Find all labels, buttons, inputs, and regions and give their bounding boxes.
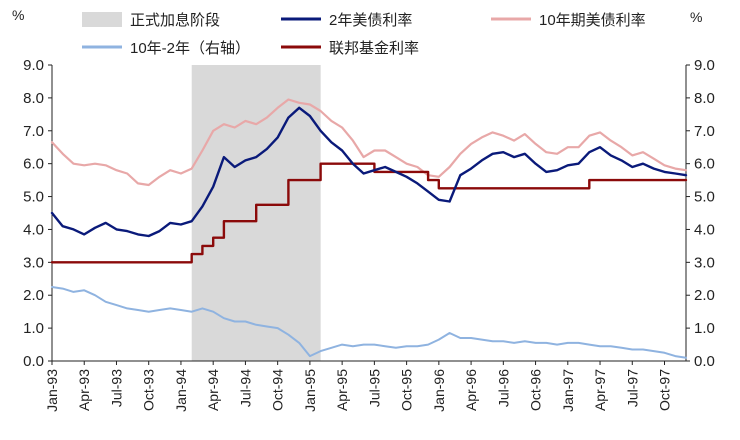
left-axis-unit: % bbox=[12, 7, 24, 23]
left-axis-tick-label: 9.0 bbox=[23, 57, 44, 74]
left-axis-tick-label: 0.0 bbox=[23, 353, 44, 370]
x-axis-tick-label: Apr-96 bbox=[463, 369, 479, 411]
legend-label: 10年-2年（右轴） bbox=[130, 40, 250, 57]
series-line bbox=[51, 286, 687, 359]
series-line bbox=[50, 98, 688, 187]
legend-label: 联邦基金利率 bbox=[329, 40, 419, 57]
x-axis-tick-label: Jul-95 bbox=[366, 369, 382, 407]
left-axis-tick-label: 6.0 bbox=[23, 156, 44, 173]
legend-swatch bbox=[82, 12, 122, 27]
x-axis-tick-label: Jul-97 bbox=[624, 369, 640, 407]
legend-label: 2年美债利率 bbox=[329, 12, 412, 29]
x-axis-tick-label: Jan-93 bbox=[44, 369, 60, 412]
right-axis-tick-label: 4.0 bbox=[694, 221, 715, 238]
x-axis-tick-label: Oct-97 bbox=[657, 369, 673, 411]
legend: 正式加息阶段 2年美债利率 10年期美债利率 10年-2年（右轴） 联邦基金利率 bbox=[82, 12, 646, 57]
right-axis-tick-label: 7.0 bbox=[694, 123, 715, 140]
x-axis-tick-label: Jan-95 bbox=[302, 369, 318, 412]
x-axis-tick-label: Jul-96 bbox=[495, 369, 511, 407]
x-axis-tick-label: Oct-96 bbox=[528, 369, 544, 411]
right-axis-tick-label: 5.0 bbox=[694, 189, 715, 206]
x-axis-tick-label: Jul-94 bbox=[237, 369, 253, 407]
x-axis-tick-label: Oct-93 bbox=[141, 369, 157, 411]
right-axis-tick-label: 8.0 bbox=[694, 90, 715, 107]
x-axis-tick-label: Jul-93 bbox=[108, 369, 124, 407]
series-layer bbox=[50, 98, 688, 359]
axes-layer: % % 0.0 1.0 2.0 3.0 4.0 5.0 6.0 7.0 8.0 9.0 0.0 1.0 2.… bbox=[12, 7, 715, 412]
x-axis-tick-label: Apr-93 bbox=[76, 369, 92, 411]
legend-label: 正式加息阶段 bbox=[130, 12, 220, 29]
x-axis-tick-label: Jan-97 bbox=[560, 369, 576, 412]
right-axis-tick-label: 9.0 bbox=[694, 57, 715, 74]
right-axis-tick-label: 6.0 bbox=[694, 156, 715, 173]
right-axis-tick-label: 0.0 bbox=[694, 353, 715, 370]
right-axis-tick-label: 2.0 bbox=[694, 287, 715, 304]
right-axis-unit: % bbox=[690, 9, 702, 25]
x-axis-tick-label: Apr-95 bbox=[334, 369, 350, 411]
left-axis-tick-label: 7.0 bbox=[23, 123, 44, 140]
x-axis-tick-label: Apr-94 bbox=[205, 369, 221, 411]
series-line bbox=[50, 162, 688, 264]
x-axis-tick-label: Jan-94 bbox=[173, 369, 189, 412]
left-axis-tick-label: 2.0 bbox=[23, 287, 44, 304]
series-line bbox=[50, 106, 688, 238]
legend-label: 10年期美债利率 bbox=[539, 12, 646, 29]
left-axis-tick-label: 1.0 bbox=[23, 320, 44, 337]
x-axis-tick-label: Jan-96 bbox=[431, 369, 447, 412]
left-axis-tick-label: 5.0 bbox=[23, 189, 44, 206]
x-axis-tick-label: Oct-94 bbox=[270, 369, 286, 411]
right-axis-tick-label: 3.0 bbox=[694, 254, 715, 271]
x-axis-tick-label: Oct-95 bbox=[399, 369, 415, 411]
x-axis-tick-label: Apr-97 bbox=[592, 369, 608, 411]
right-axis-tick-label: 1.0 bbox=[694, 320, 715, 337]
left-axis-tick-label: 3.0 bbox=[23, 254, 44, 271]
left-axis-tick-label: 4.0 bbox=[23, 221, 44, 238]
left-axis-tick-label: 8.0 bbox=[23, 90, 44, 107]
